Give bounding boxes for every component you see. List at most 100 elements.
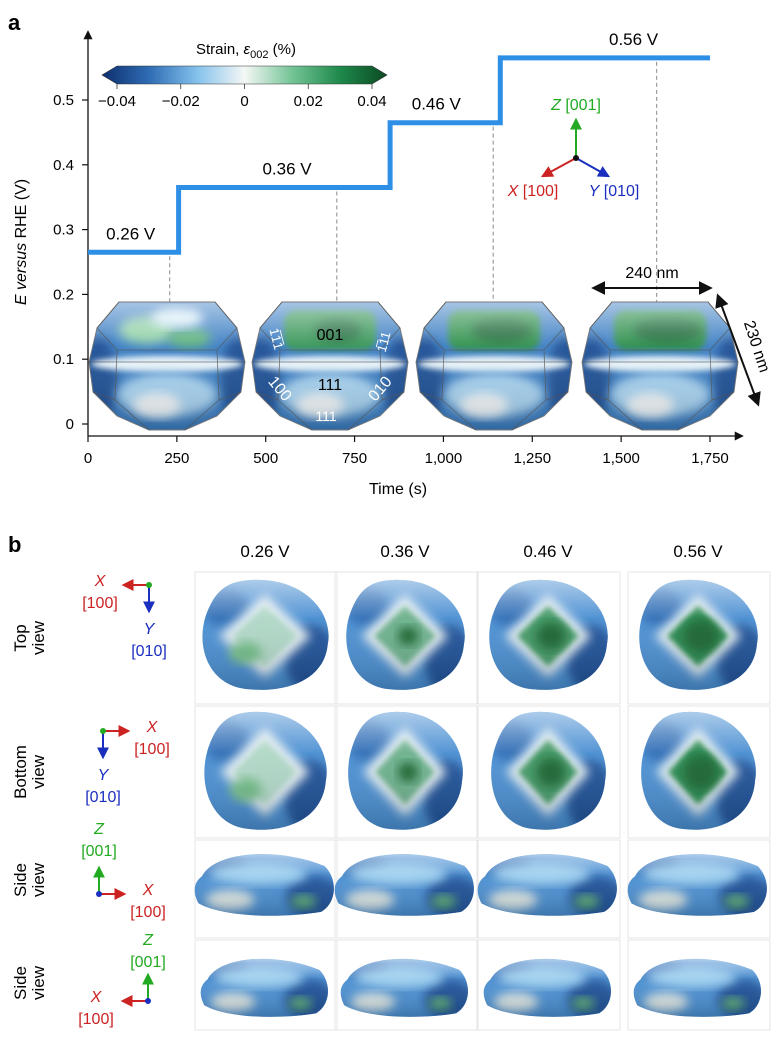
- row-label-line: view: [29, 620, 48, 655]
- panel-b-column-headers: 0.26 V 0.36 V 0.46 V 0.56 V: [240, 542, 723, 561]
- y-tick-label: 0.2: [53, 286, 74, 303]
- crystal-edges: [252, 301, 408, 431]
- particle-gloss: [491, 711, 606, 830]
- colorbar-tick-label: −0.04: [98, 93, 136, 110]
- axes-triad: Z [001] X [100] Y [010]: [507, 97, 640, 200]
- particle: [477, 854, 617, 916]
- triad-z-index: [001]: [561, 97, 601, 114]
- step-labels: 0.26 V 0.36 V 0.46 V 0.56 V: [106, 30, 659, 243]
- crystal-gloss: [416, 302, 572, 430]
- crystal-edges: [89, 301, 245, 431]
- particle: [346, 579, 465, 690]
- row-label: Bottom view: [11, 745, 48, 799]
- side2-z-letter: Z: [142, 932, 154, 949]
- x-tick-label: 1,750: [691, 450, 729, 467]
- row-label-line: view: [29, 965, 48, 1000]
- side2-origin: [145, 998, 151, 1004]
- width-scale-label: 240 nm: [625, 265, 678, 282]
- triad-y-label: Y [010]: [589, 183, 640, 200]
- particle-gloss: [346, 579, 465, 690]
- height-scale-arrow: [715, 293, 761, 407]
- triad-y-arrow: [575, 157, 611, 178]
- triad-y-letter: Y: [589, 183, 601, 200]
- crystal: [581, 301, 739, 431]
- triad-x-arrow: [540, 157, 577, 178]
- side1-z-index: [001]: [81, 843, 117, 860]
- particle-gloss: [641, 711, 756, 830]
- top-x-index: [100]: [82, 595, 118, 612]
- row-label-line: Side: [11, 966, 30, 1000]
- panel-a: a 0 0.1 0.2 0.3 0.4 0.5 0 250 500 750 1,000 1,250 1…: [8, 10, 773, 498]
- colorbar-title-symbol: ε: [244, 41, 251, 58]
- side2-x-letter: X: [90, 989, 103, 1006]
- row-label: Side view: [11, 862, 48, 897]
- step-label: 0.36 V: [262, 160, 312, 179]
- particle-gloss: [489, 579, 608, 690]
- particle: [489, 579, 608, 690]
- particle: [334, 854, 474, 916]
- crystal: [415, 301, 573, 431]
- particle: [633, 958, 761, 1017]
- top-y-index: [010]: [131, 643, 167, 660]
- particle-gloss: [194, 854, 334, 916]
- step-label: 0.26 V: [106, 224, 156, 243]
- y-tick-label: 0.3: [53, 222, 74, 239]
- grid-cell: [627, 939, 771, 1031]
- side1-x-letter: X: [142, 882, 155, 899]
- y-tick-label: 0.1: [53, 351, 74, 368]
- top-x-letter: X: [94, 573, 107, 590]
- step-label: 0.46 V: [412, 95, 462, 114]
- bottom-x-index: [100]: [134, 741, 170, 758]
- x-tick-label: 0: [84, 450, 92, 467]
- bottom-y-index: [010]: [85, 789, 121, 806]
- x-tick-label: 1,250: [514, 450, 552, 467]
- panel-b-label: b: [8, 532, 21, 557]
- column-header: 0.46 V: [523, 542, 573, 561]
- triad-x-label: X [100]: [507, 183, 559, 200]
- particle: [483, 958, 611, 1017]
- row-label-line: view: [29, 754, 48, 789]
- grid-cell: [477, 705, 621, 839]
- x-tick-label: 1,000: [425, 450, 463, 467]
- triad-origin: [573, 155, 579, 161]
- side1-z-letter: Z: [93, 821, 105, 838]
- particle-gloss: [334, 854, 474, 916]
- x-ticks: 0 250 500 750 1,000 1,250 1,500 1,750: [84, 436, 729, 467]
- triad-y-index: [010]: [599, 183, 639, 200]
- row-label: Side view: [11, 965, 48, 1000]
- grid-cell: [194, 939, 338, 1031]
- particle-gloss: [477, 854, 617, 916]
- particle: [202, 579, 329, 690]
- colorbar-tick-label: 0: [240, 93, 248, 110]
- bottom-y-letter: Y: [98, 767, 110, 784]
- particle-gloss: [633, 958, 761, 1017]
- x-tick-label: 500: [253, 450, 278, 467]
- potential-step-line: [88, 55, 710, 255]
- facet-left-side: 1̅1̅1: [266, 326, 286, 351]
- row-label: Top view: [11, 620, 48, 655]
- particle: [200, 958, 328, 1017]
- row-label-line: Side: [11, 863, 30, 897]
- y-tick-label: 0.4: [53, 157, 74, 174]
- y-ticks: 0 0.1 0.2 0.3 0.4 0.5: [53, 92, 88, 433]
- particle-gloss: [202, 579, 329, 690]
- top-origin: [146, 582, 152, 588]
- panel-b-grid: [194, 571, 771, 1031]
- particle-gloss: [639, 579, 758, 690]
- particle: [204, 711, 327, 830]
- step-label: 0.56 V: [609, 30, 659, 49]
- particle-gloss: [340, 958, 468, 1017]
- crystal-gloss: [582, 302, 738, 430]
- y-axis-label: E versus RHE (V): [13, 179, 30, 305]
- triad-z-letter: Z: [550, 97, 562, 114]
- snapshot-guides: [169, 61, 658, 302]
- side1-x-index: [100]: [130, 904, 166, 921]
- crystal-snapshots: [88, 301, 739, 431]
- side2-x-index: [100]: [78, 1011, 114, 1028]
- grid-cell: [334, 571, 478, 705]
- grid-cell: [194, 571, 338, 705]
- x-axis-label: Time (s): [369, 481, 427, 498]
- column-header: 0.56 V: [673, 542, 723, 561]
